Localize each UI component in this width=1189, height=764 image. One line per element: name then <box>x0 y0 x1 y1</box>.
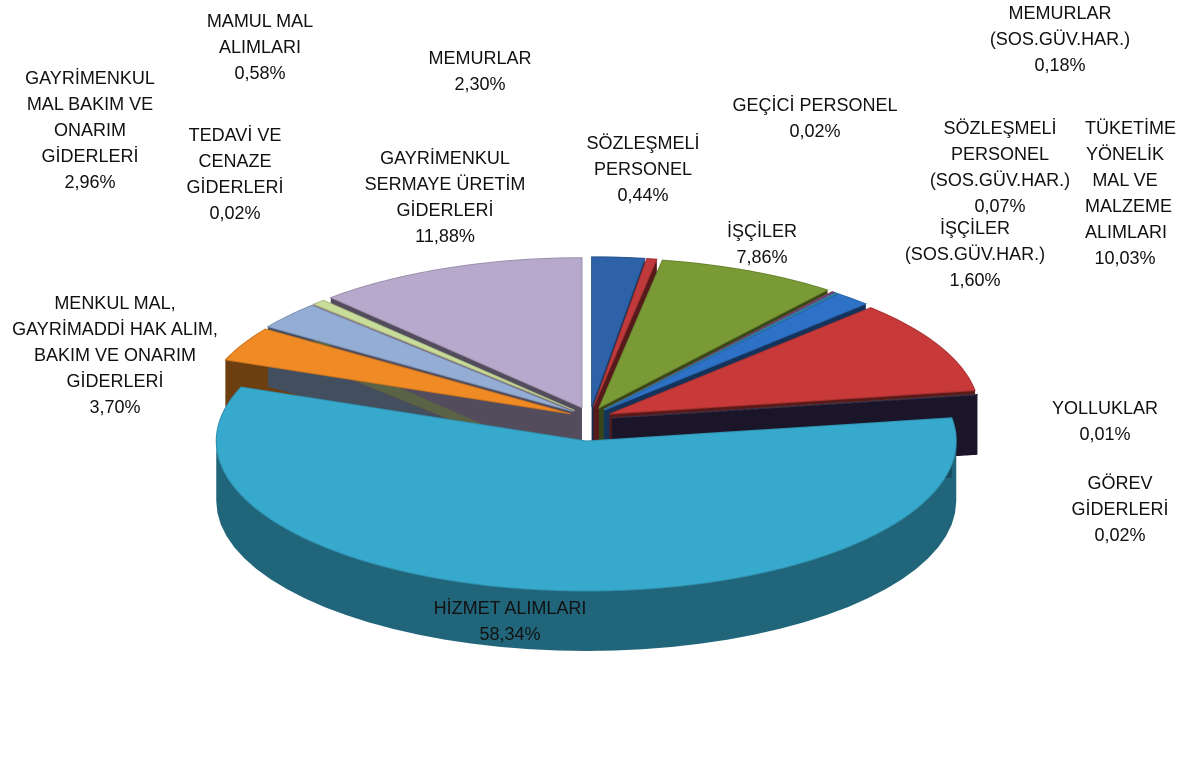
slice <box>329 257 583 409</box>
label-name: GÖREV GİDERLERİ <box>1071 473 1169 519</box>
data-label: SÖZLEŞMELİ PERSONEL 0,44% <box>573 130 713 208</box>
label-name: MAMUL MAL ALIMLARI <box>206 11 314 57</box>
label-name: GEÇİCİ PERSONEL <box>732 95 898 115</box>
label-name: TÜKETİME YÖNELİK MAL VE MALZEME ALIMLARI <box>1085 118 1177 242</box>
data-label: MEMURLAR 2,30% <box>410 45 550 97</box>
label-name: TEDAVİ VE CENAZE GİDERLERİ <box>186 125 284 197</box>
label-value: 0,01% <box>1079 424 1131 444</box>
slice <box>611 394 978 419</box>
slice <box>215 386 957 592</box>
pie-tops <box>215 256 978 592</box>
label-name: MENKUL MAL, GAYRİMADDİ HAK ALIM, BAKIM V… <box>12 293 218 391</box>
data-label: SÖZLEŞMELİ PERSONEL (SOS.GÜV.HAR.) 0,07% <box>910 115 1090 219</box>
slice <box>609 307 976 415</box>
label-value: 0,02% <box>209 203 261 223</box>
label-name: GAYRİMENKUL MAL BAKIM VE ONARIM GİDERLER… <box>25 68 155 166</box>
data-label: GEÇİCİ PERSONEL 0,02% <box>715 92 915 144</box>
data-label: MEMURLAR (SOS.GÜV.HAR.) 0,18% <box>975 0 1145 78</box>
label-name: SÖZLEŞMELİ PERSONEL <box>586 133 700 179</box>
slice <box>591 256 646 408</box>
slice <box>597 259 829 410</box>
label-name: HİZMET ALIMLARI <box>433 598 587 618</box>
label-value: 10,03% <box>1094 248 1156 268</box>
slice <box>603 292 839 411</box>
data-label: GÖREV GİDERLERİ 0,02% <box>1065 470 1175 548</box>
data-label: İŞÇİLER 7,86% <box>717 218 807 270</box>
label-value: 1,60% <box>949 270 1001 290</box>
label-value: 3,70% <box>89 397 141 417</box>
label-value: 11,88% <box>415 226 475 246</box>
label-name: MEMURLAR <box>428 48 532 68</box>
label-name: GAYRİMENKUL SERMAYE ÜRETİM GİDERLERİ <box>364 148 526 220</box>
slice <box>592 258 658 408</box>
label-value: 0,07% <box>974 196 1026 216</box>
data-label: MAMUL MAL ALIMLARI 0,58% <box>195 8 325 86</box>
label-value: 58,34% <box>479 624 541 644</box>
data-label: GAYRİMENKUL SERMAYE ÜRETİM GİDERLERİ 11,8… <box>355 145 535 249</box>
data-label: YOLLUKLAR 0,01% <box>1045 395 1165 447</box>
label-value: 0,58% <box>234 63 286 83</box>
label-value: 0,44% <box>617 185 669 205</box>
data-label: GAYRİMENKUL MAL BAKIM VE ONARIM GİDERLER… <box>5 65 175 195</box>
label-value: 0,02% <box>1094 525 1146 545</box>
data-label: TÜKETİME YÖNELİK MAL VE MALZEME ALIMLARI… <box>1085 115 1177 271</box>
label-value: 7,86% <box>736 247 788 267</box>
slice <box>604 293 868 411</box>
data-label: TEDAVİ VE CENAZE GİDERLERİ 0,02% <box>180 122 290 226</box>
label-name: MEMURLAR (SOS.GÜV.HAR.) <box>989 3 1131 49</box>
data-label: İŞÇİLER (SOS.GÜV.HAR.) 1,60% <box>890 215 1060 293</box>
label-name: İŞÇİLER (SOS.GÜV.HAR.) <box>904 218 1046 264</box>
label-name: YOLLUKLAR <box>1051 398 1159 418</box>
data-label: HİZMET ALIMLARI 58,34% <box>385 595 635 647</box>
label-value: 2,96% <box>64 172 116 192</box>
label-name: İŞÇİLER <box>726 221 798 241</box>
label-value: 0,18% <box>1034 55 1086 75</box>
label-value: 2,30% <box>454 74 506 94</box>
label-name: SÖZLEŞMELİ PERSONEL (SOS.GÜV.HAR.) <box>929 118 1071 190</box>
slice <box>224 328 571 415</box>
label-value: 0,02% <box>789 121 841 141</box>
slice <box>312 299 575 411</box>
slice <box>266 304 574 413</box>
slice-wall <box>216 441 957 652</box>
data-label: MENKUL MAL, GAYRİMADDİ HAK ALIM, BAKIM V… <box>0 290 230 420</box>
